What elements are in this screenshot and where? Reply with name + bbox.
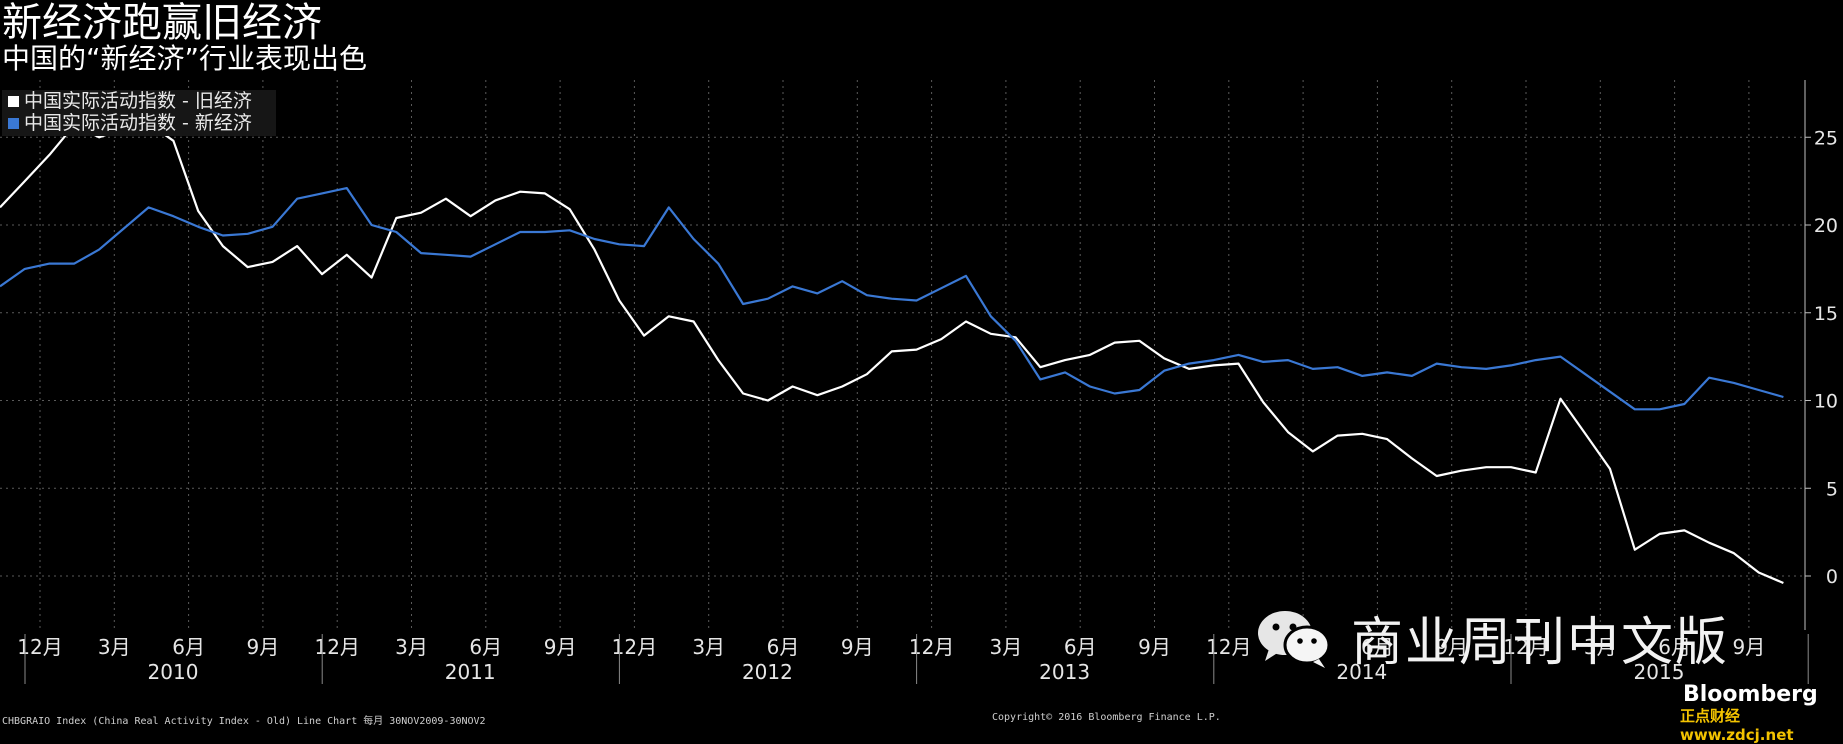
- footer-source: CHBGRAIO Index (China Real Activity Inde…: [2, 716, 486, 727]
- x-year-label: 2011: [445, 660, 496, 684]
- wechat-icon: [1255, 607, 1333, 669]
- y-tick-label: 20: [1814, 215, 1838, 237]
- y-tick-label: 0: [1826, 566, 1838, 588]
- x-tick-label: 6月: [172, 635, 205, 659]
- x-tick-label: 9月: [841, 635, 874, 659]
- x-tick-label: 6月: [767, 635, 800, 659]
- x-tick-label: 3月: [692, 635, 725, 659]
- x-tick-label: 9月: [1733, 635, 1766, 659]
- x-tick-label: 9月: [247, 635, 280, 659]
- x-year-label: 2015: [1634, 660, 1685, 684]
- legend-swatch-new: [8, 117, 19, 129]
- x-tick-label: 9月: [1435, 635, 1468, 659]
- y-tick-label: 15: [1814, 303, 1838, 325]
- x-year-label: 2014: [1336, 660, 1387, 684]
- series-line-old-economy: [0, 122, 1784, 585]
- chart-series: [0, 122, 1784, 585]
- x-axis-ticks: 12月 3月 6月 9月 12月 3月 6月 9月 12月 3月 6月 9月 12月 3月 6月 9月 12月 3…: [17, 634, 1809, 684]
- x-year-label: 2012: [742, 660, 793, 684]
- footer-copyright: Copyright© 2016 Bloomberg Finance L.P.: [992, 712, 1221, 723]
- y-axis-ticks: 0 5 10 15 20 25: [1805, 127, 1838, 588]
- watermark-text: 商业周刊中文版: [1351, 613, 1730, 673]
- x-tick-label: 3月: [395, 635, 428, 659]
- site-watermark: 正点财经 www.zdcj.net: [1680, 707, 1794, 744]
- y-tick-label: 5: [1826, 478, 1838, 500]
- legend-swatch-old: [8, 95, 19, 107]
- x-year-label: 2013: [1039, 660, 1090, 684]
- x-tick-label: 12月: [909, 635, 954, 659]
- y-tick-label: 25: [1814, 127, 1838, 149]
- x-tick-label: 12月: [1206, 635, 1251, 659]
- x-tick-label: 6月: [1658, 635, 1691, 659]
- x-tick-label: 12月: [612, 635, 657, 659]
- x-tick-label: 3月: [98, 635, 131, 659]
- legend-label-new: 中国实际活动指数 - 新经济: [24, 112, 252, 134]
- chart-title: 新经济跑赢旧经济: [2, 0, 322, 46]
- x-tick-label: 6月: [469, 635, 502, 659]
- chart-subtitle: 中国的“新经济”行业表现出色: [2, 42, 368, 75]
- x-year-label: 2010: [148, 660, 199, 684]
- wechat-watermark: 商业周刊中文版: [1255, 600, 1729, 675]
- chart-grid: [0, 80, 1805, 630]
- x-tick-label: 12月: [17, 635, 62, 659]
- series-line-new-economy: [0, 187, 1784, 411]
- bloomberg-logo: Bloomberg: [1683, 682, 1818, 707]
- x-tick-label: 3月: [990, 635, 1023, 659]
- x-tick-label: 12月: [314, 635, 359, 659]
- x-tick-label: 6月: [1361, 635, 1394, 659]
- legend-item-new-economy: 中国实际活动指数 - 新经济: [2, 112, 276, 134]
- legend-label-old: 中国实际活动指数 - 旧经济: [24, 90, 252, 112]
- chart-legend: 中国实际活动指数 - 旧经济 中国实际活动指数 - 新经济: [2, 90, 276, 136]
- x-tick-label: 9月: [544, 635, 577, 659]
- x-tick-label: 9月: [1138, 635, 1171, 659]
- y-tick-label: 10: [1814, 391, 1838, 413]
- legend-item-old-economy: 中国实际活动指数 - 旧经济: [2, 90, 276, 112]
- x-tick-label: 3月: [1584, 635, 1617, 659]
- x-tick-label: 6月: [1064, 635, 1097, 659]
